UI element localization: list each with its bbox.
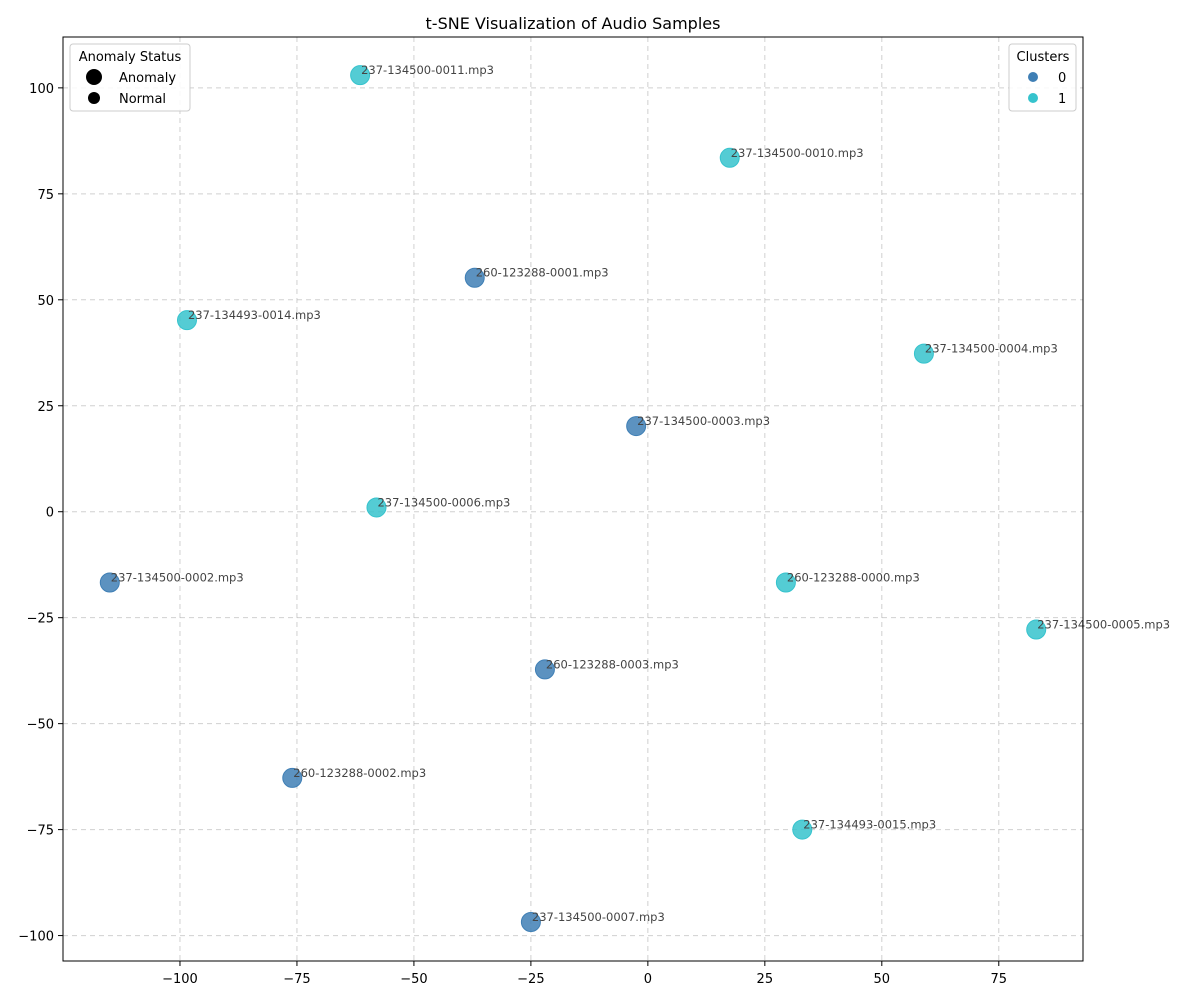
- data-point: [792, 819, 813, 840]
- legend-cluster-0-entry: 0: [1058, 71, 1066, 86]
- data-point: [366, 497, 387, 518]
- legend-anomaly-entry: Anomaly: [119, 71, 176, 86]
- axis-ticks: −100 −75 −50 −25 0 25 50 75 −100 −75 −50 −25 0 25 50 75…: [18, 82, 1007, 987]
- data-point-label: 237-134500-0010.mp3: [731, 146, 864, 160]
- x-tick-label: −50: [400, 972, 427, 987]
- data-point: [534, 659, 555, 680]
- plot-frame: [62, 36, 1084, 962]
- legend-cluster-1-entry: 1: [1058, 92, 1066, 107]
- chart-title: t-SNE Visualization of Audio Samples: [426, 14, 721, 33]
- data-point-label: 237-134493-0015.mp3: [803, 818, 936, 832]
- data-point: [719, 147, 740, 168]
- legend-anomaly-box: [69, 43, 191, 112]
- y-tick-label: 50: [37, 294, 54, 309]
- data-point-label: 237-134493-0014.mp3: [188, 308, 321, 322]
- data-point: [913, 343, 934, 364]
- data-point: [775, 572, 796, 593]
- y-tick-label: 25: [37, 400, 54, 415]
- data-points: 237-134500-0011.mp3 237-134500-0010.mp3 26…: [99, 63, 1170, 933]
- data-point-label: 260-123288-0000.mp3: [787, 570, 920, 584]
- data-point: [626, 416, 647, 437]
- x-tick-label: 0: [644, 972, 652, 987]
- y-tick-label: −25: [27, 612, 54, 627]
- y-tick-label: 100: [29, 82, 54, 97]
- data-point: [176, 310, 197, 331]
- legend-clusters: Clusters 0 1: [1008, 43, 1077, 112]
- data-point: [350, 65, 371, 86]
- data-point: [1026, 619, 1047, 640]
- y-tick-label: −75: [27, 824, 54, 839]
- legend-normal-entry: Normal: [119, 92, 166, 107]
- y-tick-label: 75: [37, 188, 54, 203]
- x-tick-label: 25: [757, 972, 774, 987]
- y-tick-label: −50: [27, 718, 54, 733]
- legend-anomaly-marker: [86, 69, 102, 85]
- legend-clusters-title: Clusters: [1017, 50, 1070, 65]
- legend-anomaly-status: Anomaly Status Anomaly Normal: [69, 43, 191, 112]
- data-point-label: 260-123288-0002.mp3: [293, 766, 426, 780]
- legend-cluster-1-marker: [1028, 93, 1038, 103]
- x-tick-label: 50: [874, 972, 891, 987]
- data-point-label: 237-134500-0004.mp3: [925, 342, 1058, 356]
- x-tick-label: −100: [162, 972, 198, 987]
- data-point-label: 237-134500-0002.mp3: [111, 570, 244, 584]
- data-point-label: 260-123288-0001.mp3: [476, 266, 609, 280]
- data-point-label: 237-134500-0011.mp3: [361, 63, 494, 77]
- x-tick-label: 75: [991, 972, 1008, 987]
- data-point-label: 237-134500-0007.mp3: [532, 910, 665, 924]
- grid-lines: [63, 37, 1083, 961]
- legend-normal-marker: [88, 92, 100, 104]
- data-point-label: 237-134500-0005.mp3: [1037, 618, 1170, 632]
- y-tick-label: 0: [46, 506, 54, 521]
- y-tick-label: −100: [18, 930, 54, 945]
- data-point: [282, 767, 303, 788]
- data-point: [99, 572, 120, 593]
- x-tick-label: −25: [517, 972, 544, 987]
- data-point-label: 260-123288-0003.mp3: [546, 657, 679, 671]
- legend-anomaly-title: Anomaly Status: [79, 50, 182, 65]
- legend-clusters-box: [1008, 43, 1077, 112]
- data-point: [464, 267, 485, 288]
- data-point-label: 237-134500-0003.mp3: [637, 414, 770, 428]
- legend-cluster-0-marker: [1028, 72, 1038, 82]
- data-point-label: 237-134500-0006.mp3: [377, 495, 510, 509]
- data-point: [520, 912, 541, 933]
- x-tick-label: −75: [283, 972, 310, 987]
